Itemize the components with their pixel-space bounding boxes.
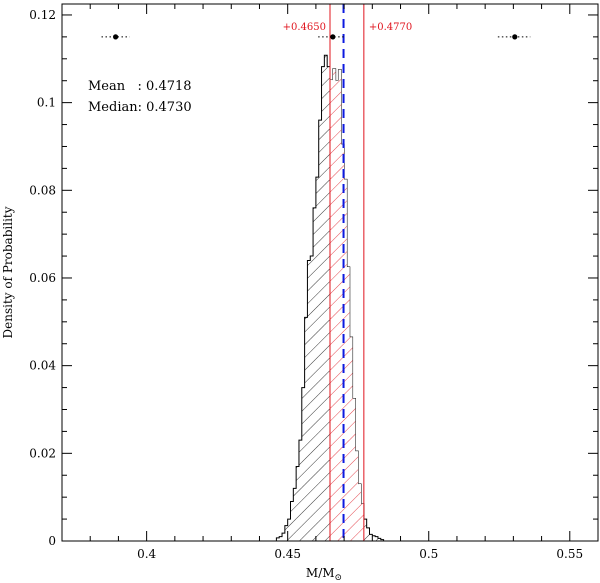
x-axis-label-main: M/M [306,566,335,580]
histogram-bar [293,488,297,541]
y-tick-label: 0.04 [29,359,56,373]
interval-bin [330,79,333,541]
histogram-bar [284,525,288,541]
histogram-bar [276,537,280,541]
interval-bin [358,484,362,541]
y-tick-label: 0.12 [29,8,56,22]
plot-frame [61,3,599,542]
interval-bin [344,179,347,542]
histogram-bar [380,539,384,541]
interval-overlay [329,4,365,542]
y-tick-label: 0.06 [29,271,56,285]
histogram-bar [296,466,299,541]
interval-bin [338,69,342,542]
marker-point [512,34,518,40]
histogram-bar [321,66,325,542]
histogram-bar [290,501,294,541]
histogram-bar [363,519,367,541]
histogram-bar [366,527,370,541]
histogram-bar [318,120,322,541]
interval-bin [346,267,350,541]
y-axis-label: Density of Probability [1,206,15,338]
histogram-bar [282,533,285,541]
interval-low-label: +0.4650 [283,22,326,33]
interval-bin [355,451,359,541]
x-tick-label: 0.5 [419,547,438,561]
histogram-bar [298,440,302,541]
histogram-bar [372,535,376,541]
interval-bin [361,503,364,541]
histogram-bar [310,256,314,541]
histogram-bar [324,55,328,542]
histogram-bar [307,260,311,541]
marker-point [330,34,336,40]
histogram-bar [369,534,373,541]
histogram-bar [287,519,291,541]
histogram-bar [377,538,381,541]
histogram-bar [313,207,316,541]
interval-bin [352,398,356,541]
y-tick-label: 0.02 [29,446,56,460]
axis-ticks: 0.4 0.45 0.5 0.55 0 0.02 0.04 0.06 0.08 0.1 0.12 [29,4,599,561]
histogram-bar [301,387,305,541]
histogram-bar [304,317,308,541]
x-axis-label: M/M⊙ [306,566,342,583]
interval-bin [335,80,339,541]
marker-point [113,34,119,40]
x-tick-label: 0.4 [137,547,156,561]
y-tick-label: 0.1 [37,96,56,110]
interval-bin [349,337,353,541]
interval-bin [332,68,336,542]
y-tick-label: 0.08 [29,183,56,197]
histogram-bar [315,177,319,542]
y-tick-label: 0 [48,534,56,548]
histogram-bar [327,66,330,542]
interval-high-label: +0.4770 [369,22,412,33]
x-tick-label: 0.55 [556,547,583,561]
x-tick-label: 0.45 [274,547,301,561]
median-stat: Median: 0.4730 [88,100,192,115]
histogram-bar [375,536,378,541]
x-axis-label-subscript: ⊙ [335,573,343,583]
mean-stat: Mean : 0.4718 [88,79,192,94]
histogram-bar [279,536,283,541]
marker-points [101,34,531,40]
